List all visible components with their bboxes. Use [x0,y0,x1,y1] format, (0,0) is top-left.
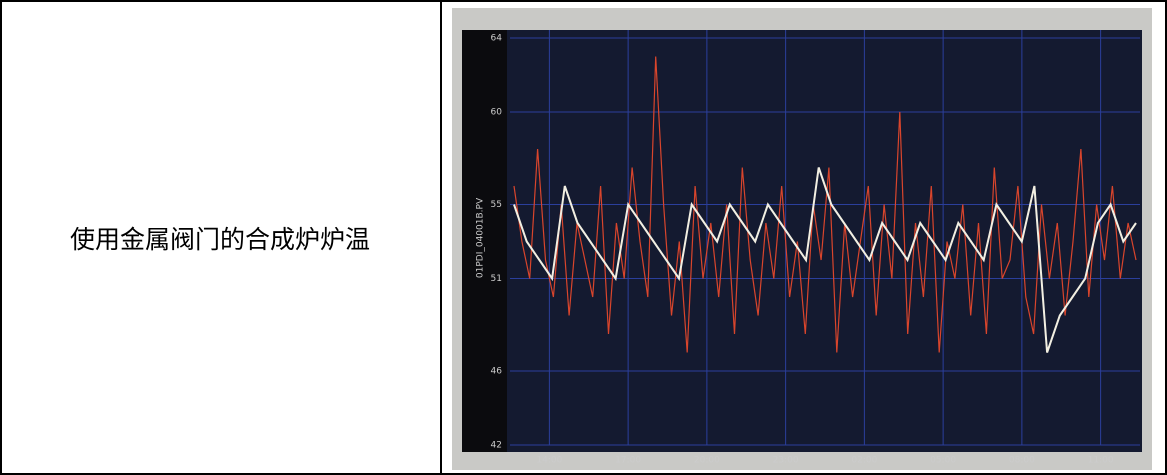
y-tick-label: 42 [491,441,502,451]
plot-area [507,30,1142,452]
y-tick-label: 55 [491,200,502,210]
x-tick-label: 23:00 [773,456,799,466]
x-tick-label: 14:00 [536,456,562,466]
x-tick-label: 02:00 [851,456,877,466]
y-axis-label: 01PDI_04001B.PV [476,197,486,278]
cell-text: 使用金属阀门的合成炉炉温 [0,220,440,256]
y-tick-label: 60 [491,108,503,118]
x-tick-label: 08:00 [1009,456,1035,466]
x-tick-label: 17:00 [615,456,641,466]
page: 使用金属阀门的合成炉炉温 01PDI_04001B.PV 42 46 51 55 60 6… [0,0,1167,475]
x-tick-label: 05:00 [930,456,956,466]
chart-photo: 01PDI_04001B.PV 42 46 51 55 60 64 14:00 17:00 20… [452,8,1152,470]
x-tick-label: 11:00 [1088,456,1114,466]
cell-divider [440,0,442,475]
x-tick-label: 20:00 [694,456,720,466]
y-tick-label: 51 [491,274,502,284]
y-tick-label: 64 [491,34,503,44]
y-tick-label: 46 [491,367,503,377]
